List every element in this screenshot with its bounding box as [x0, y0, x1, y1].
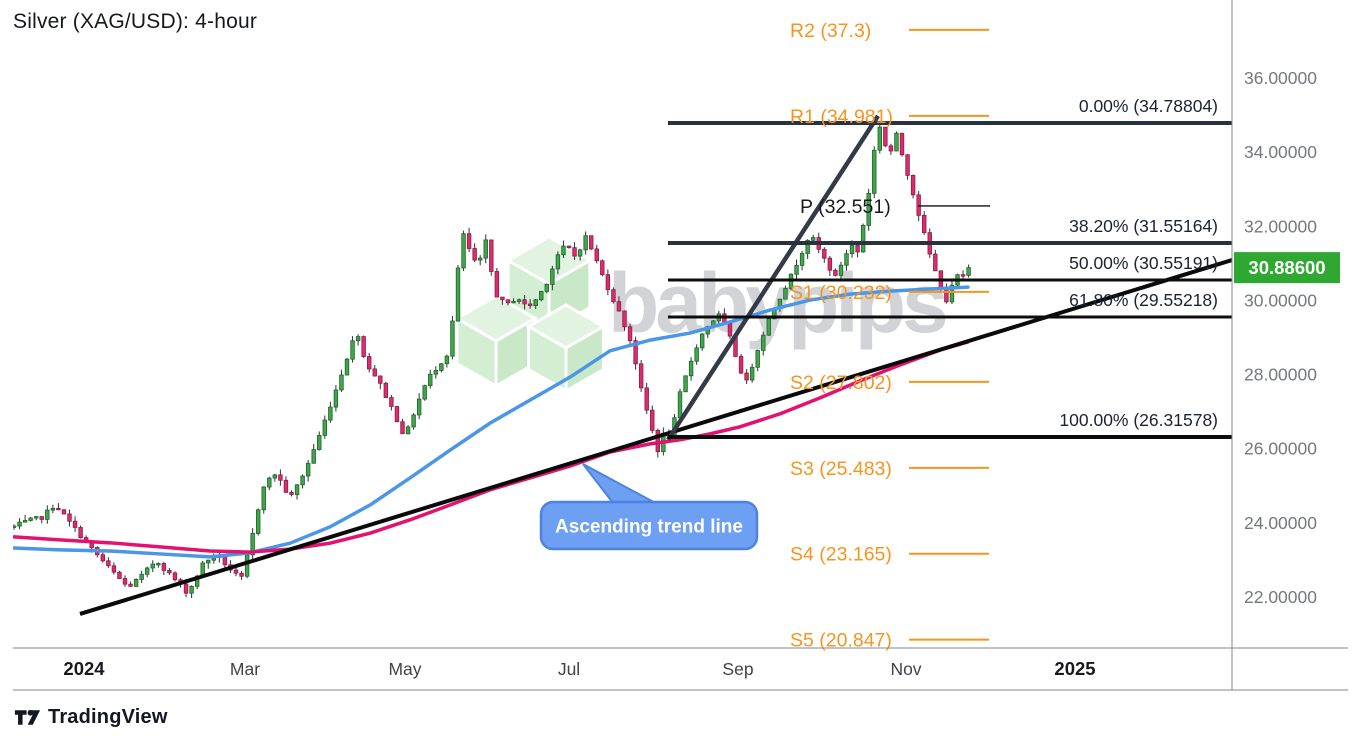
fibonacci-retracement: 0.00% (34.78804) 38.20% (31.55164) 50.00% … — [668, 96, 1232, 439]
price-tick-22: 22.00000 — [1244, 587, 1317, 607]
price-tick-26: 26.00000 — [1244, 439, 1317, 459]
fib-label-38.20%: 38.20% (31.55164) — [1069, 216, 1218, 236]
fib-anchor-line[interactable] — [666, 114, 880, 442]
babypips-watermark: babypips — [453, 235, 950, 394]
time-tick-Nov: Nov — [890, 659, 921, 679]
callout-text: Ascending trend line — [555, 517, 743, 538]
pivot-label-R1: R1 (34.981) — [790, 106, 893, 128]
pivot-label-S3: S3 (25.483) — [790, 458, 892, 480]
pivot-label-S1: S1 (30.232) — [790, 282, 892, 304]
chart-title: Silver (XAG/USD): 4-hour — [13, 10, 258, 33]
price-tick-28: 28.00000 — [1244, 365, 1317, 385]
fib-label-0.00%: 0.00% (34.78804) — [1079, 96, 1218, 116]
pivot-label-P: P (32.551) — [800, 196, 891, 218]
time-tick-2024: 2024 — [63, 658, 105, 679]
last-price-tag-text: 30.88600 — [1248, 257, 1325, 278]
candlestick-series — [13, 121, 971, 599]
babypips-cubes-icon — [453, 235, 607, 394]
tradingview-logo-icon — [14, 710, 41, 725]
ma-slow-line[interactable] — [13, 340, 970, 554]
price-tick-30: 30.00000 — [1244, 290, 1317, 310]
tradingview-logo-text: TradingView — [48, 706, 168, 728]
price-tick-32: 32.00000 — [1244, 216, 1317, 236]
price-tick-36: 36.00000 — [1244, 68, 1317, 88]
time-tick-Sep: Sep — [722, 659, 753, 679]
time-tick-Mar: Mar — [230, 659, 260, 679]
pivot-label-S4: S4 (23.165) — [790, 544, 892, 566]
ma-fast-line[interactable] — [13, 285, 970, 559]
pivot-label-S2: S2 (27.802) — [790, 372, 892, 394]
price-tick-34: 34.00000 — [1244, 142, 1317, 162]
ascending-trend-line[interactable] — [79, 258, 1232, 616]
callout-box — [539, 500, 759, 551]
trend-line-callout[interactable]: Ascending trend line — [539, 463, 759, 551]
time-tick-May: May — [388, 659, 421, 679]
axes: 36.00000 34.00000 32.00000 30.00000 28.00000… — [13, 0, 1348, 691]
fib-label-61.80%: 61.80% (29.55218) — [1069, 290, 1218, 310]
price-tick-24: 24.00000 — [1244, 513, 1317, 533]
time-tick-2025: 2025 — [1054, 658, 1095, 679]
last-price-tag: 30.88600 — [1234, 252, 1340, 284]
pivot-label-S5: S5 (20.847) — [790, 630, 892, 652]
fib-label-50.00%: 50.00% (30.55191) — [1069, 253, 1218, 273]
pivot-levels: R2 (37.3) R1 (34.981) P (32.551) S1 (30.232… — [790, 20, 990, 652]
pivot-label-R2: R2 (37.3) — [790, 20, 871, 42]
last-price-tag-bg — [1234, 252, 1340, 284]
fib-label-100.00%: 100.00% (26.31578) — [1059, 410, 1218, 430]
tradingview-logo[interactable]: TradingView — [14, 705, 168, 730]
time-tick-Jul: Jul — [558, 659, 580, 679]
